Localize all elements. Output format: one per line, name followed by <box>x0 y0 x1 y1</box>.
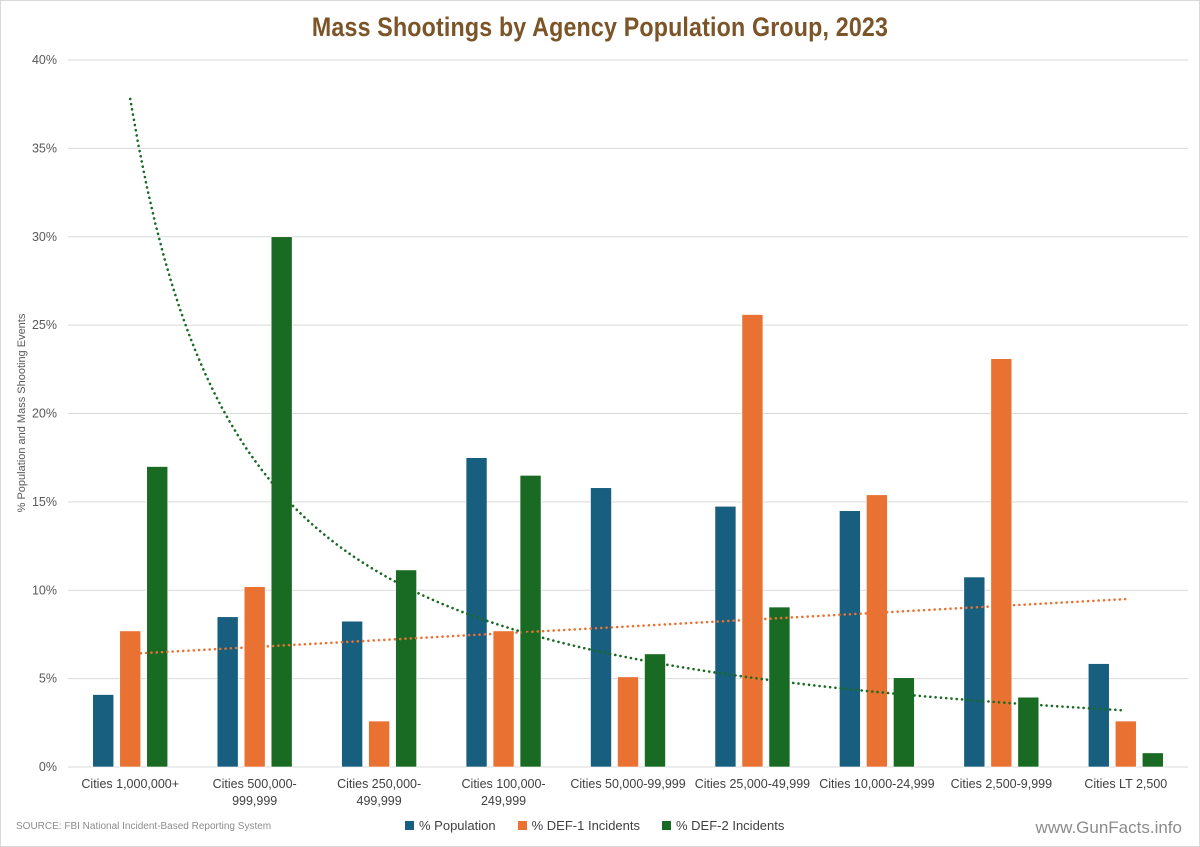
bar-def-2-incidents-8 <box>1141 752 1164 768</box>
bars <box>92 236 1164 768</box>
legend-item-def2: % DEF-2 Incidents <box>662 818 784 833</box>
source-note: SOURCE: FBI National Incident-Based Repo… <box>16 821 272 832</box>
legend-swatch-def1 <box>517 821 527 830</box>
bar-def-1-incidents-8 <box>1114 720 1137 768</box>
y-tick-label: 0% <box>39 760 57 774</box>
legend-label-def2: % DEF-2 Incidents <box>676 818 785 833</box>
legend-swatch-def2 <box>662 821 671 830</box>
x-tick-label: 999,999 <box>232 794 277 808</box>
x-tick-label: 499,999 <box>357 794 402 808</box>
y-axis-label: % Population and Mass Shooting Events <box>16 313 28 512</box>
legend-label-def1: % DEF-1 Incidents <box>531 818 640 833</box>
bar-def-2-incidents-5 <box>768 606 791 768</box>
y-tick-label: 15% <box>32 495 57 509</box>
bar-def-1-incidents-2 <box>368 720 390 768</box>
bar-def-2-incidents-6 <box>893 677 915 768</box>
x-tick-label: Cities 50,000-99,999 <box>570 777 685 791</box>
legend: % Population % DEF-1 Incidents % DEF-2 I… <box>405 818 784 833</box>
x-axis-labels: Cities 1,000,000+ Cities 500,000- 999,999 C… <box>81 777 1167 808</box>
x-tick-label: 249,999 <box>481 794 526 808</box>
bar-population-6 <box>839 510 861 768</box>
legend-swatch-population <box>405 821 414 830</box>
bar-def-1-incidents-4 <box>617 676 639 768</box>
bar-population-0 <box>92 694 115 768</box>
legend-item-def1: % DEF-1 Incidents <box>517 818 640 833</box>
legend-label-population: % Population <box>419 818 496 833</box>
bar-def-1-incidents-0 <box>119 630 142 768</box>
bar-def-1-incidents-3 <box>492 630 515 768</box>
y-tick-label: 20% <box>32 407 57 421</box>
y-tick-label: 30% <box>32 230 57 244</box>
x-tick-label: Cities 500,000- <box>213 777 297 791</box>
bar-def-2-incidents-0 <box>146 466 169 768</box>
trendlines <box>128 97 1128 712</box>
y-tick-label: 40% <box>32 53 57 67</box>
x-tick-label: Cities 100,000- <box>462 777 546 791</box>
bar-def-2-incidents-1 <box>270 236 293 768</box>
bar-population-2 <box>341 620 363 768</box>
bar-def-2-incidents-2 <box>395 569 417 768</box>
bar-def-2-incidents-3 <box>519 475 542 768</box>
bar-def-2-incidents-7 <box>1017 696 1040 768</box>
trendline-def-1-incidents <box>128 597 1128 656</box>
bar-population-7 <box>963 576 986 768</box>
y-tick-label: 10% <box>32 583 57 597</box>
trendline-def-2-incidents <box>128 97 1128 712</box>
x-tick-label: Cities 2,500-9,999 <box>951 777 1053 791</box>
bar-def-1-incidents-6 <box>866 494 888 768</box>
chart-title: Mass Shootings by Agency Population Grou… <box>311 12 889 42</box>
x-tick-label: Cities 250,000- <box>337 777 421 791</box>
y-tick-label: 5% <box>39 672 57 686</box>
y-tick-label: 25% <box>32 318 57 332</box>
y-tick-label: 35% <box>32 141 57 155</box>
bar-population-1 <box>216 616 239 768</box>
y-axis-ticks: 0% 5% 10% 15% 20% 25% 30% 35% 40% <box>32 53 57 774</box>
x-tick-label: Cities 25,000-49,999 <box>695 777 810 791</box>
bar-def-2-incidents-4 <box>644 653 666 768</box>
watermark: www.GunFacts.info <box>1035 818 1182 837</box>
x-tick-label: Cities LT 2,500 <box>1084 777 1167 791</box>
x-tick-label: Cities 10,000-24,999 <box>819 777 934 791</box>
legend-item-population: % Population <box>405 818 496 833</box>
bar-population-3 <box>465 457 488 768</box>
bar-def-1-incidents-1 <box>243 586 266 768</box>
bar-def-1-incidents-7 <box>990 358 1013 768</box>
bar-population-5 <box>714 505 737 768</box>
x-tick-label: Cities 1,000,000+ <box>81 777 179 791</box>
bar-def-1-incidents-5 <box>741 314 764 768</box>
bar-population-8 <box>1087 663 1110 768</box>
